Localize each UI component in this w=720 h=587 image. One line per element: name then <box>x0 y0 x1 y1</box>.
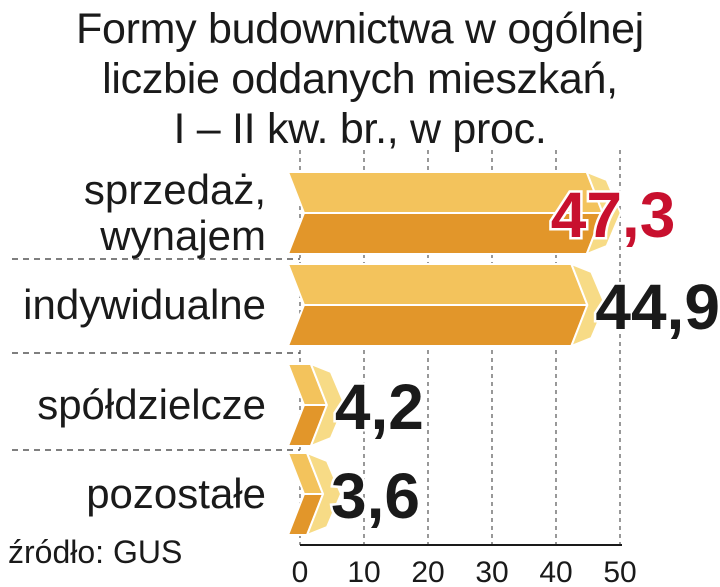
category-separators <box>12 258 300 451</box>
bar-end-cap <box>309 362 346 448</box>
category-label: sprzedaż, <box>84 166 266 213</box>
category-label: indywidualne <box>23 281 266 328</box>
bar-end-cap <box>569 262 607 348</box>
source-note: źródło: GUS <box>8 534 183 570</box>
bar-end-cap <box>305 451 343 537</box>
x-tick-label: 0 <box>292 556 309 587</box>
bar-front-face <box>286 304 589 347</box>
bar-top-face <box>286 263 589 306</box>
value-label: 44,9 <box>595 271 720 343</box>
x-tick-label: 40 <box>539 556 572 587</box>
value-label: 3,6 <box>331 460 420 532</box>
chart-title-line: liczbie oddanych mieszkań, <box>102 55 618 103</box>
chart-title: Formy budownictwa w ogólnej liczbie odda… <box>0 4 720 154</box>
x-tick-label: 30 <box>475 556 508 587</box>
chart-title-line: I – II kw. br., w proc. <box>173 105 547 153</box>
chart-title-line: Formy budownictwa w ogólnej <box>76 5 644 53</box>
value-label: 47,3 <box>551 179 676 251</box>
value-label: 4,2 <box>335 371 424 443</box>
x-axis: 0 10 20 30 40 50 <box>292 544 637 587</box>
bar <box>286 170 622 256</box>
x-tick-label: 10 <box>347 556 380 587</box>
bar <box>286 451 343 537</box>
x-tick-label: 50 <box>603 556 636 587</box>
bars <box>286 170 622 537</box>
category-label: wynajem <box>99 212 266 259</box>
bar <box>286 362 346 448</box>
category-label: pozostałe <box>86 470 266 517</box>
bar-end-cap <box>584 170 622 256</box>
bar <box>286 262 607 348</box>
category-label: spółdzielcze <box>37 381 266 428</box>
x-tick-label: 20 <box>411 556 444 587</box>
labels: sprzedaż,wynajem 47,3 indywidualne 44,9 spół… <box>23 166 720 535</box>
